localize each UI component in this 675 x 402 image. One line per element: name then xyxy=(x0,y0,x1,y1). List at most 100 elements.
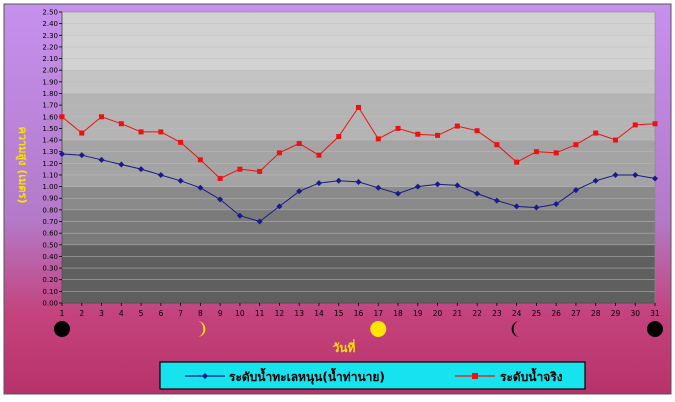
y-tick-label: 1.30 xyxy=(42,148,58,156)
last-quarter-moon-icon xyxy=(511,321,520,337)
series-1-point xyxy=(632,171,639,178)
series-1-point xyxy=(572,187,579,194)
plot-area-background xyxy=(62,12,655,303)
series-2-point xyxy=(276,150,282,156)
series-1-point xyxy=(592,177,599,184)
x-tick-label: 25 xyxy=(532,309,542,318)
x-tick-label: 20 xyxy=(433,309,443,318)
y-tick-label: 1.70 xyxy=(42,102,58,110)
series-2-point xyxy=(316,152,322,158)
y-tick-label: 0.20 xyxy=(42,276,58,284)
legend-series-1-marker xyxy=(202,373,208,379)
x-axis-ticks: 1 2 3 4 5 6 7 8 9 10 11 12 13 14 15 16 17 18 19 20 21 22 23 24 2… xyxy=(60,303,660,318)
series-1-point xyxy=(256,218,263,225)
series-1-point xyxy=(197,184,204,191)
series-2-point xyxy=(336,134,342,140)
y-tick-label: 1.50 xyxy=(42,125,58,133)
series-2-point xyxy=(612,137,618,143)
series-1-point xyxy=(652,175,658,182)
series-2-point xyxy=(257,168,263,174)
series-1-point xyxy=(612,171,619,178)
series-2-point xyxy=(474,128,480,134)
x-tick-label: 13 xyxy=(294,309,304,318)
y-tick-label: 1.80 xyxy=(42,90,58,98)
series-2-point xyxy=(138,129,144,135)
series-1-point xyxy=(533,204,540,211)
moon-phase-row xyxy=(54,321,663,337)
series-1-point xyxy=(434,181,441,188)
x-tick-label: 11 xyxy=(255,309,265,318)
y-tick-label: 0.50 xyxy=(42,241,58,249)
y-tick-label: 0.00 xyxy=(42,300,58,308)
legend: ระดับน้ำทะเลหนุน(น้ำท่านาย) ระดับน้ำจริง xyxy=(159,361,586,390)
y-tick-label: 2.10 xyxy=(42,55,58,63)
x-axis-label: วันที่ xyxy=(333,339,356,355)
y-tick-label: 1.00 xyxy=(42,183,58,191)
y-axis-ticks: 0.00 0.10 0.20 0.30 0.40 0.50 0.60 0.70 0.80 0.90… xyxy=(42,9,62,308)
series-1-point xyxy=(98,156,105,163)
series-2-point xyxy=(197,157,203,163)
series-2-point xyxy=(533,149,539,155)
series-2-point xyxy=(59,114,65,120)
x-tick-label: 4 xyxy=(119,309,124,318)
x-tick-label: 15 xyxy=(334,309,344,318)
y-tick-label: 0.90 xyxy=(42,195,58,203)
series-1-point xyxy=(513,203,520,210)
series-2-point xyxy=(652,121,658,127)
series-1-point xyxy=(217,196,224,203)
y-tick-label: 2.30 xyxy=(42,32,58,40)
series-2-point xyxy=(415,131,421,137)
series-1-point xyxy=(414,183,421,190)
x-tick-label: 5 xyxy=(139,309,144,318)
x-tick-label: 2 xyxy=(79,309,84,318)
y-tick-label: 0.30 xyxy=(42,265,58,273)
x-tick-label: 28 xyxy=(591,309,601,318)
x-tick-label: 21 xyxy=(453,309,463,318)
y-tick-label: 2.00 xyxy=(42,67,58,75)
x-tick-label: 24 xyxy=(512,309,522,318)
x-tick-label: 31 xyxy=(650,309,660,318)
series-1-point xyxy=(276,203,283,210)
first-quarter-moon-icon xyxy=(197,321,206,337)
series-1-point xyxy=(157,171,164,178)
x-tick-label: 7 xyxy=(178,309,183,318)
y-tick-label: 0.40 xyxy=(42,253,58,261)
series-1-point xyxy=(335,177,342,184)
series-1-point xyxy=(78,152,85,159)
series-2-point xyxy=(435,132,441,138)
series-1-point xyxy=(395,190,402,197)
x-tick-label: 26 xyxy=(551,309,561,318)
y-tick-label: 1.90 xyxy=(42,78,58,86)
y-tick-label: 2.50 xyxy=(42,9,58,17)
series-1-point xyxy=(118,161,125,168)
y-tick-label: 0.70 xyxy=(42,218,58,226)
series-2-point xyxy=(514,159,520,165)
series-2-point xyxy=(356,104,361,110)
x-tick-label: 10 xyxy=(235,309,245,318)
x-tick-label: 9 xyxy=(218,309,223,318)
series-2-point xyxy=(454,123,460,129)
series-2-point xyxy=(217,175,223,181)
series-1-point xyxy=(355,178,362,185)
series-2-point xyxy=(237,166,243,172)
x-tick-label: 1 xyxy=(60,309,65,318)
series-2-point xyxy=(375,136,381,142)
background-band xyxy=(62,12,655,71)
x-tick-label: 19 xyxy=(413,309,423,318)
y-tick-label: 1.20 xyxy=(42,160,58,168)
series-1-point xyxy=(177,177,184,184)
series-2-point xyxy=(296,141,302,147)
y-axis-label: ความสูง (เมตร) xyxy=(15,127,29,204)
series-1-point xyxy=(59,151,65,158)
series-1-point xyxy=(474,190,481,197)
x-tick-label: 3 xyxy=(99,309,104,318)
new-moon-icon xyxy=(647,321,663,337)
x-tick-label: 30 xyxy=(630,309,640,318)
series-2-point xyxy=(118,121,124,127)
x-tick-label: 27 xyxy=(571,309,581,318)
series-1-point xyxy=(553,201,560,208)
legend-series-2-marker xyxy=(472,373,478,379)
x-tick-label: 18 xyxy=(393,309,403,318)
